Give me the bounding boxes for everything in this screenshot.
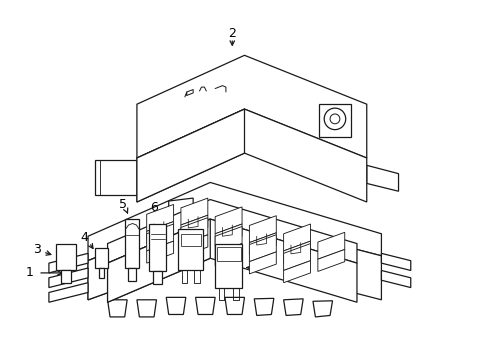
- Polygon shape: [146, 241, 173, 263]
- Polygon shape: [137, 300, 156, 317]
- Polygon shape: [49, 283, 88, 302]
- Polygon shape: [99, 268, 104, 278]
- Text: 7: 7: [181, 206, 188, 219]
- Polygon shape: [178, 229, 203, 270]
- Polygon shape: [381, 253, 410, 270]
- Text: 1: 1: [25, 266, 33, 279]
- Polygon shape: [137, 109, 366, 202]
- Polygon shape: [88, 212, 381, 300]
- Polygon shape: [128, 268, 136, 281]
- Polygon shape: [107, 219, 356, 302]
- Polygon shape: [249, 216, 276, 243]
- Polygon shape: [166, 297, 185, 315]
- Text: 8: 8: [251, 261, 259, 274]
- Text: 5: 5: [119, 198, 127, 211]
- Polygon shape: [312, 301, 332, 317]
- Polygon shape: [217, 247, 240, 261]
- Polygon shape: [137, 109, 244, 202]
- Polygon shape: [56, 244, 76, 270]
- Polygon shape: [88, 183, 381, 261]
- Polygon shape: [181, 234, 201, 246]
- Polygon shape: [181, 215, 207, 237]
- Polygon shape: [283, 241, 310, 263]
- Text: 6: 6: [150, 201, 158, 214]
- Polygon shape: [249, 233, 276, 255]
- Polygon shape: [249, 252, 276, 274]
- Polygon shape: [249, 235, 276, 262]
- Polygon shape: [95, 161, 137, 195]
- Polygon shape: [254, 298, 273, 315]
- Polygon shape: [381, 270, 410, 288]
- Polygon shape: [215, 244, 242, 266]
- Polygon shape: [283, 299, 303, 315]
- Polygon shape: [317, 232, 344, 259]
- Polygon shape: [124, 219, 139, 268]
- Polygon shape: [181, 198, 207, 225]
- Polygon shape: [215, 226, 242, 253]
- Polygon shape: [317, 249, 344, 271]
- Polygon shape: [49, 268, 88, 288]
- Polygon shape: [283, 244, 310, 270]
- Polygon shape: [88, 212, 210, 300]
- Polygon shape: [319, 104, 350, 138]
- Polygon shape: [146, 224, 173, 251]
- Polygon shape: [215, 207, 242, 234]
- Polygon shape: [181, 218, 207, 244]
- Polygon shape: [181, 235, 207, 257]
- Polygon shape: [107, 219, 210, 302]
- Text: 4: 4: [80, 231, 88, 244]
- Polygon shape: [49, 253, 88, 273]
- Polygon shape: [224, 297, 244, 315]
- Polygon shape: [61, 270, 71, 283]
- Polygon shape: [146, 204, 173, 231]
- Polygon shape: [283, 261, 310, 283]
- Text: 2: 2: [228, 27, 236, 40]
- Polygon shape: [215, 224, 242, 246]
- Polygon shape: [215, 244, 242, 288]
- Polygon shape: [168, 198, 193, 224]
- Polygon shape: [195, 297, 215, 315]
- Polygon shape: [283, 224, 310, 251]
- Polygon shape: [149, 224, 166, 271]
- Polygon shape: [366, 165, 398, 191]
- Polygon shape: [153, 271, 162, 284]
- Text: 3: 3: [33, 243, 41, 256]
- Polygon shape: [95, 248, 107, 268]
- Polygon shape: [107, 199, 356, 263]
- Polygon shape: [146, 221, 173, 244]
- Polygon shape: [107, 300, 127, 317]
- Polygon shape: [137, 55, 366, 158]
